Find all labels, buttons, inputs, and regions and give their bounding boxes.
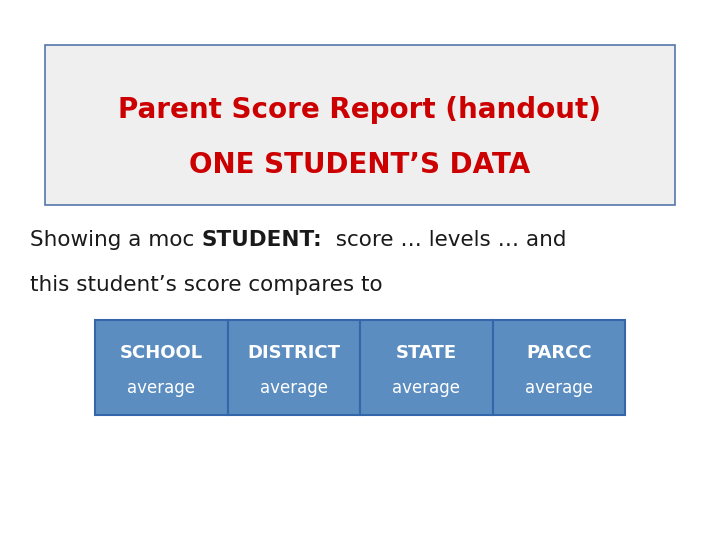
FancyBboxPatch shape (228, 320, 360, 415)
Text: PARCC: PARCC (526, 345, 592, 362)
Text: average: average (392, 380, 460, 397)
Text: ONE STUDENT’S DATA: ONE STUDENT’S DATA (189, 151, 531, 179)
Text: score … levels … and: score … levels … and (322, 230, 566, 250)
FancyBboxPatch shape (45, 45, 675, 205)
FancyBboxPatch shape (492, 320, 625, 415)
Text: STUDENT:: STUDENT: (201, 230, 322, 250)
FancyBboxPatch shape (360, 320, 492, 415)
Text: average: average (260, 380, 328, 397)
FancyBboxPatch shape (95, 320, 228, 415)
Text: this student’s score compares to: this student’s score compares to (30, 275, 382, 295)
Text: average: average (525, 380, 593, 397)
Text: STATE: STATE (396, 345, 456, 362)
Text: Showing a moc: Showing a moc (30, 230, 201, 250)
Text: SCHOOL: SCHOOL (120, 345, 203, 362)
Text: Parent Score Report (handout): Parent Score Report (handout) (119, 96, 601, 124)
Text: DISTRICT: DISTRICT (247, 345, 341, 362)
Text: average: average (127, 380, 195, 397)
